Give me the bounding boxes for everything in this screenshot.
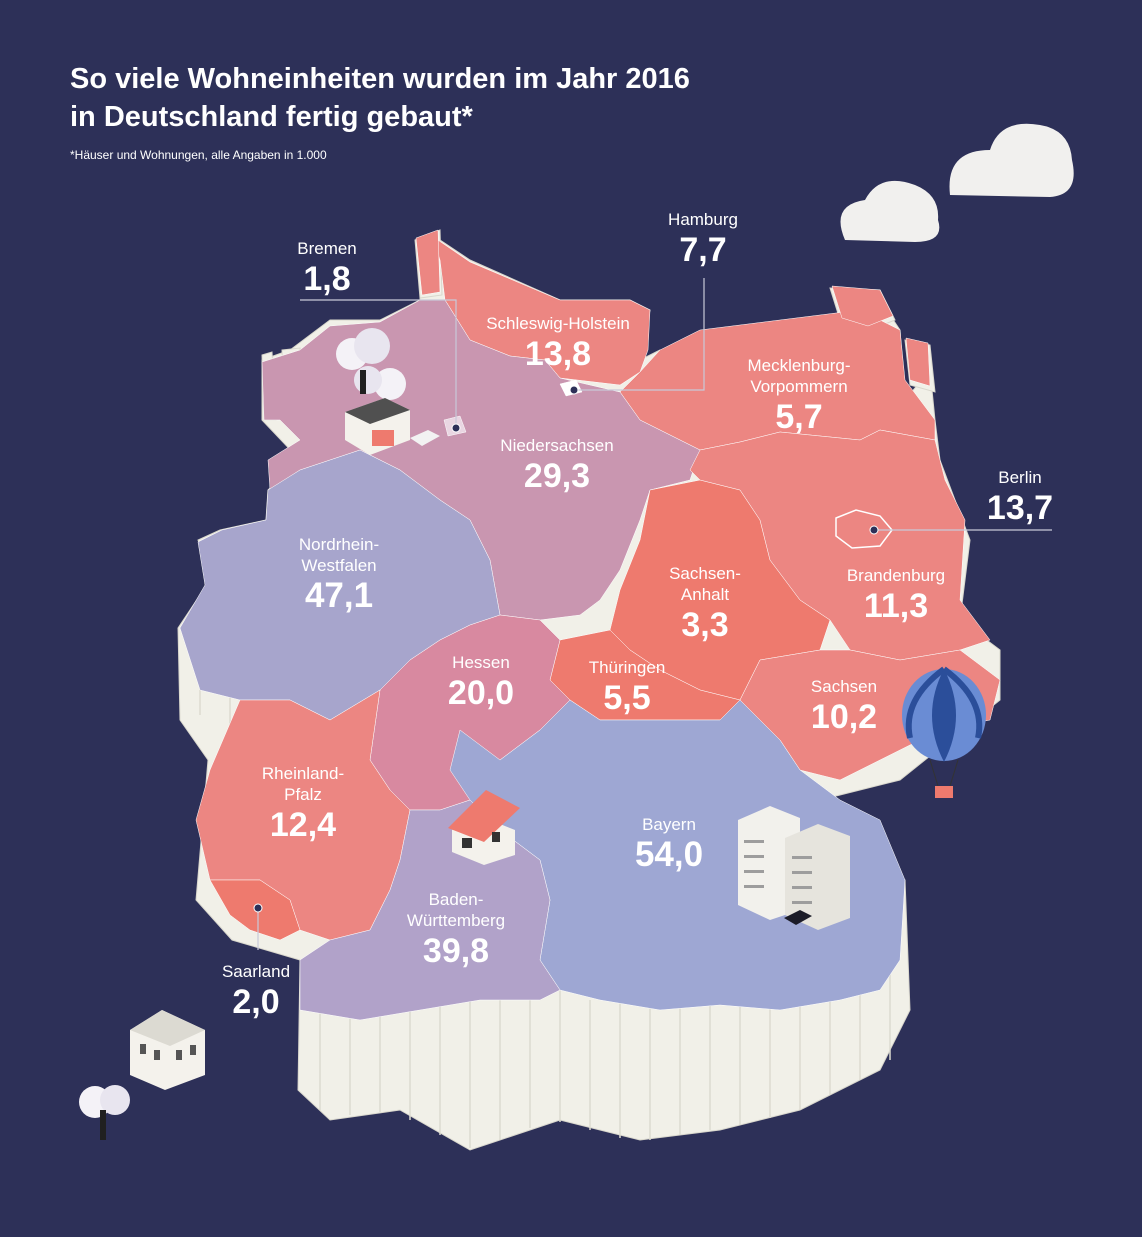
tree-icon	[79, 1085, 130, 1140]
state-name: Niedersachsen	[500, 436, 614, 455]
label-saarland: Saarland 2,0	[222, 961, 290, 1022]
state-name: Saarland	[221, 962, 291, 981]
state-name-line-2: Anhalt	[680, 585, 730, 604]
island-usedom	[905, 337, 931, 387]
state-name-line-2: Vorpommern	[750, 377, 848, 396]
leader-dots	[253, 385, 879, 913]
state-value: 12,4	[269, 806, 337, 844]
shop-building-icon	[345, 398, 440, 455]
state-name: Hamburg	[668, 210, 738, 229]
label-mecklenburg-vorpommern: Mecklenburg- Vorpommern 5,7	[748, 355, 851, 437]
label-rheinland-pfalz: Rheinland- Pfalz 12,4	[262, 763, 344, 845]
label-schleswig-holstein: Schleswig-Holstein 13,8	[486, 313, 630, 374]
state-name-line-1: Nordrhein-	[298, 535, 380, 554]
villa-icon	[130, 1010, 205, 1090]
state-name-line-1: Sachsen-	[669, 564, 741, 583]
hot-air-balloon-icon	[902, 666, 986, 798]
state-value: 13,7	[986, 489, 1054, 527]
state-name: Berlin	[998, 468, 1042, 487]
state-value: 10,2	[810, 698, 878, 736]
footnote: *Häuser und Wohnungen, alle Angaben in 1…	[70, 148, 327, 162]
label-hessen: Hessen 20,0	[448, 652, 514, 713]
state-name: Sachsen	[810, 677, 878, 696]
state-name: Hessen	[452, 653, 510, 672]
title-line-2: in Deutschland fertig gebaut*	[70, 101, 473, 133]
state-value: 54,0	[634, 835, 704, 874]
state-value: 3,3	[681, 606, 729, 644]
state-shapes	[179, 229, 1001, 1021]
state-value: 47,1	[304, 576, 374, 615]
state-name: Brandenburg	[846, 566, 946, 585]
state-name-line-1: Mecklenburg-	[747, 356, 851, 375]
state-name: Bremen	[297, 239, 357, 258]
hamburg-leader	[574, 278, 705, 391]
state-value: 13,8	[524, 335, 592, 373]
state-berlin	[835, 509, 893, 549]
cloud-icon	[840, 123, 1074, 242]
state-value: 11,3	[863, 587, 929, 625]
label-sachsen: Sachsen 10,2	[811, 676, 877, 737]
state-value: 20,0	[447, 674, 515, 712]
state-value: 29,3	[523, 457, 591, 495]
title-line-1: So viele Wohneinheiten wurden im Jahr 20…	[70, 63, 690, 95]
island-ruegen	[831, 285, 894, 327]
bremen-leader	[300, 299, 457, 428]
label-bayern: Bayern 54,0	[635, 814, 703, 875]
label-berlin: Berlin 13,7	[987, 467, 1053, 528]
state-name-line-1: Baden-	[428, 890, 484, 909]
state-name: Schleswig-Holstein	[486, 314, 630, 333]
label-thueringen: Thüringen 5,5	[589, 657, 666, 718]
leader-lines	[257, 278, 1052, 950]
state-name-line-2: Württemberg	[406, 911, 506, 930]
state-name-line-2: Westfalen	[301, 556, 377, 575]
state-value: 7,7	[679, 231, 727, 269]
state-name: Bayern	[642, 815, 696, 834]
label-brandenburg: Brandenburg 11,3	[847, 565, 945, 626]
label-nordrhein-westfalen: Nordrhein- Westfalen 47,1	[299, 534, 379, 616]
state-value: 2,0	[232, 983, 280, 1021]
label-niedersachsen: Niedersachsen 29,3	[500, 435, 613, 496]
state-value: 39,8	[422, 932, 490, 970]
tree-icon	[336, 328, 406, 400]
label-bremen: Bremen 1,8	[297, 238, 357, 299]
state-name-line-1: Rheinland-	[261, 764, 345, 783]
label-hamburg: Hamburg 7,7	[668, 209, 738, 270]
state-value: 5,7	[775, 398, 823, 436]
apartment-building-icon	[738, 806, 850, 930]
label-baden-wuerttemberg: Baden- Württemberg 39,8	[407, 889, 505, 971]
page-title: So viele Wohneinheiten wurden im Jahr 20…	[70, 60, 690, 136]
state-value: 5,5	[603, 679, 651, 717]
state-value: 1,8	[303, 260, 351, 298]
house-icon	[448, 790, 520, 865]
state-name-line-2: Pfalz	[284, 785, 322, 804]
label-sachsen-anhalt: Sachsen- Anhalt 3,3	[669, 563, 741, 645]
state-name: Thüringen	[588, 658, 666, 677]
island-sylt	[415, 229, 441, 296]
